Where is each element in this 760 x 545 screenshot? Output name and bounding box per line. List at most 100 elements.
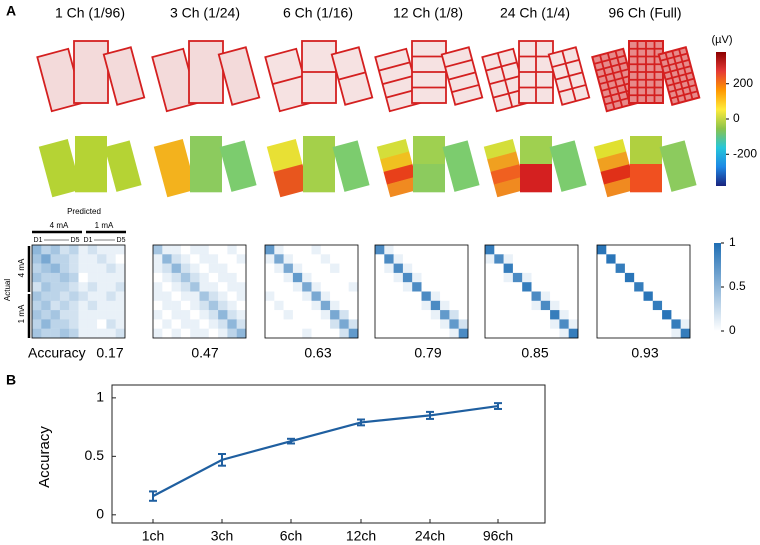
matrix-cell bbox=[320, 254, 331, 264]
matrix-cell bbox=[568, 245, 579, 255]
matrix-cell bbox=[162, 254, 172, 264]
matrix-cell bbox=[348, 282, 359, 292]
colorbar-tick-label: 0 bbox=[733, 111, 740, 125]
matrix-cell bbox=[412, 310, 422, 320]
matrix-cell bbox=[671, 254, 681, 264]
matrix-cell bbox=[153, 254, 163, 264]
matrix-cell bbox=[449, 282, 459, 292]
matrix-cell bbox=[283, 254, 294, 264]
matrix-cell bbox=[236, 282, 247, 292]
matrix-cell bbox=[531, 245, 541, 255]
map-cell bbox=[413, 164, 445, 193]
matrix-cell bbox=[624, 300, 635, 311]
matrix-cell bbox=[643, 272, 653, 283]
matrix-cell bbox=[106, 245, 116, 255]
matrix-cell bbox=[283, 272, 294, 283]
matrix-cell bbox=[634, 319, 644, 329]
matrix-cell bbox=[339, 300, 349, 311]
matrix-cell bbox=[218, 310, 228, 320]
voltage-map bbox=[413, 136, 445, 193]
matrix-cell bbox=[568, 263, 579, 274]
matrix-cell bbox=[643, 245, 653, 255]
matrix-cell bbox=[412, 328, 422, 339]
matrix-cell bbox=[283, 263, 294, 274]
matrix-cell bbox=[171, 263, 182, 274]
matrix-cell bbox=[375, 282, 385, 292]
matrix-cell bbox=[662, 328, 672, 339]
matrix-cell bbox=[559, 282, 569, 292]
matrix-cell bbox=[208, 328, 219, 339]
matrix-cell bbox=[302, 319, 312, 329]
matrix-cell bbox=[458, 328, 469, 339]
matrix-cell bbox=[503, 310, 514, 320]
matrix-cell bbox=[218, 282, 228, 292]
matrix-cell bbox=[485, 328, 495, 339]
pad-divider bbox=[382, 74, 414, 86]
matrix-cell bbox=[330, 272, 340, 283]
matrix-cell bbox=[440, 310, 450, 320]
matrix-cell bbox=[97, 328, 107, 339]
matrix-cell bbox=[671, 328, 681, 339]
matrix-cell bbox=[540, 328, 551, 339]
matrix-cell bbox=[330, 282, 340, 292]
matrix-cell bbox=[311, 300, 321, 311]
matrix-cell bbox=[311, 263, 321, 274]
matrix-cell bbox=[652, 328, 663, 339]
accuracy-value: 0.79 bbox=[414, 345, 441, 361]
matrix-cell bbox=[606, 300, 616, 311]
matrix-cell bbox=[512, 254, 523, 264]
voltage-map bbox=[659, 140, 697, 192]
voltage-map bbox=[483, 139, 527, 198]
matrix-cell bbox=[208, 319, 219, 329]
matrix-cell bbox=[634, 291, 644, 301]
matrix-cell bbox=[662, 263, 672, 274]
matrix-cell bbox=[348, 300, 359, 311]
matrix-cell bbox=[402, 310, 413, 320]
electrode-array bbox=[151, 40, 261, 113]
matrix-cell bbox=[458, 263, 469, 274]
matrix-cell bbox=[494, 282, 504, 292]
matrix-cell bbox=[50, 254, 61, 264]
matrix-cell bbox=[597, 282, 607, 292]
matrix-cell bbox=[115, 291, 126, 301]
matrix-cell bbox=[162, 319, 172, 329]
matrix-cell bbox=[50, 319, 61, 329]
matrix-cell bbox=[41, 310, 51, 320]
matrix-cell bbox=[339, 272, 349, 283]
map-cell bbox=[593, 139, 627, 160]
matrix-cell bbox=[402, 245, 413, 255]
map-cell bbox=[600, 164, 633, 185]
matrix-cell bbox=[559, 300, 569, 311]
matrix-cell bbox=[512, 300, 523, 311]
matrix-cell bbox=[236, 328, 247, 339]
matrix-cell bbox=[41, 272, 51, 283]
matrix-cell bbox=[50, 291, 61, 301]
matrix-cell bbox=[180, 310, 191, 320]
matrix-cell bbox=[449, 291, 459, 301]
matrix-cell bbox=[430, 254, 441, 264]
matrix-cell bbox=[503, 263, 514, 274]
matrix-cell bbox=[430, 310, 441, 320]
matrix-cell bbox=[50, 272, 61, 283]
matrix-cell bbox=[190, 254, 200, 264]
error-bar bbox=[218, 453, 226, 467]
matrix-cell bbox=[421, 245, 431, 255]
matrix-cell bbox=[106, 328, 116, 339]
matrix-cell bbox=[680, 272, 691, 283]
matrix-cell bbox=[190, 245, 200, 255]
voltage-map bbox=[442, 140, 480, 192]
pad-divider bbox=[664, 52, 680, 104]
matrix-cell bbox=[559, 319, 569, 329]
matrix-cell bbox=[162, 245, 172, 255]
matrix-cell bbox=[512, 263, 523, 274]
matrix-cell bbox=[671, 291, 681, 301]
matrix-cell bbox=[106, 310, 116, 320]
matrix-cell bbox=[180, 254, 191, 264]
group-label: 4 mA bbox=[17, 258, 26, 277]
matrix-cell bbox=[485, 291, 495, 301]
matrix-cell bbox=[106, 272, 116, 283]
matrix-cell bbox=[671, 263, 681, 274]
error-bar bbox=[357, 418, 365, 427]
matrix-cell bbox=[153, 310, 163, 320]
matrix-cell bbox=[106, 282, 116, 292]
